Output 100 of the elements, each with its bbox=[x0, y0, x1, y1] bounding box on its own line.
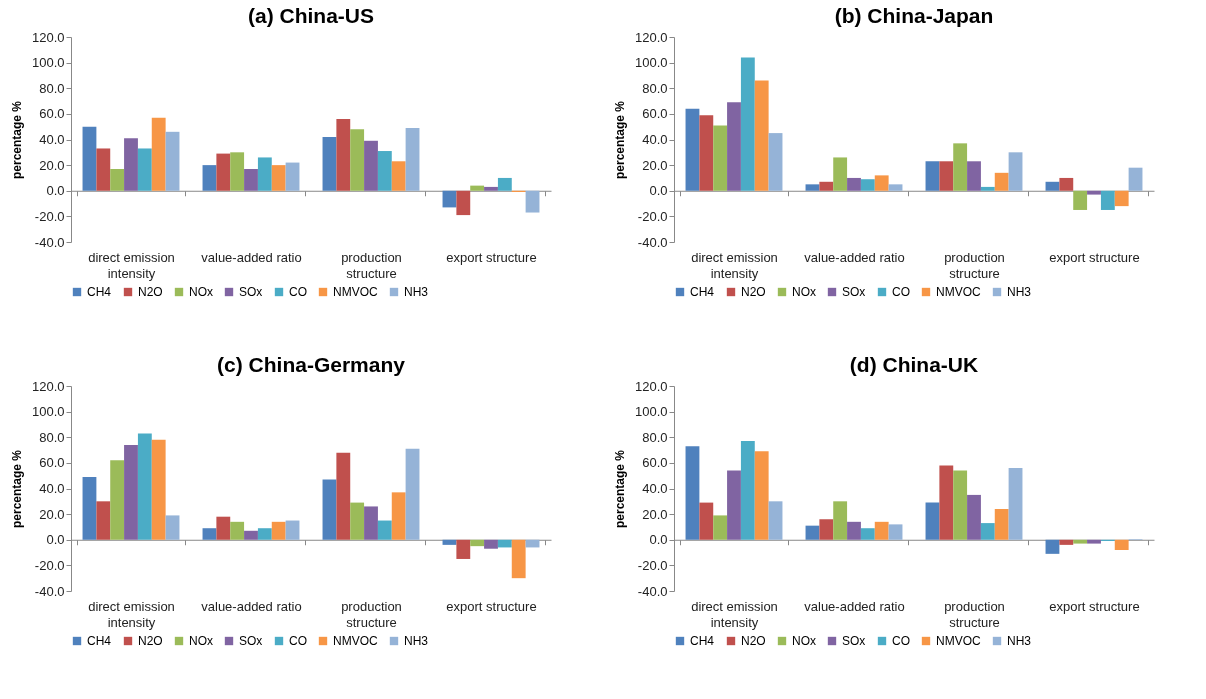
y-tick-label: -20.0 bbox=[637, 557, 668, 573]
bar bbox=[350, 502, 365, 540]
bar bbox=[124, 138, 138, 191]
bar bbox=[456, 539, 471, 559]
y-axis-title: percentage % bbox=[612, 100, 627, 180]
bar bbox=[994, 172, 1009, 191]
bar bbox=[699, 502, 714, 540]
bar bbox=[151, 439, 166, 540]
bar bbox=[110, 168, 125, 191]
bar bbox=[202, 528, 217, 540]
y-tick-label: 120.0 bbox=[634, 378, 668, 394]
bar bbox=[685, 446, 700, 540]
y-tick-label: -40.0 bbox=[637, 583, 668, 599]
bar bbox=[497, 177, 512, 191]
legend-label: NMVOC bbox=[333, 285, 378, 299]
bar bbox=[442, 539, 457, 545]
bar bbox=[754, 80, 769, 191]
x-tick-label: export structure bbox=[446, 598, 537, 614]
bar bbox=[442, 190, 457, 208]
bar bbox=[257, 157, 272, 191]
y-tick-label: 20.0 bbox=[39, 506, 65, 522]
bar bbox=[202, 165, 217, 191]
legend-label: CO bbox=[289, 285, 307, 299]
x-tick-label: production structure bbox=[944, 598, 1005, 630]
y-axis-title: percentage % bbox=[9, 449, 24, 529]
y-tick-label: 100.0 bbox=[31, 404, 65, 420]
bar bbox=[847, 521, 861, 540]
legend-label: SOx bbox=[842, 634, 866, 648]
bar bbox=[244, 168, 258, 191]
y-tick-label: -20.0 bbox=[34, 208, 65, 224]
bar bbox=[713, 515, 728, 540]
y-axis-title: percentage % bbox=[612, 449, 627, 529]
x-tick-label: direct emission intensity bbox=[88, 249, 175, 281]
legend-label: CH4 bbox=[690, 634, 715, 648]
bar bbox=[1087, 539, 1101, 544]
bar bbox=[805, 525, 820, 540]
bar bbox=[713, 125, 728, 191]
bar bbox=[405, 448, 420, 540]
legend-label: N2O bbox=[138, 634, 163, 648]
bar bbox=[1114, 190, 1129, 207]
y-tick-label: 100.0 bbox=[634, 404, 668, 420]
bar bbox=[285, 162, 300, 191]
chart-title: (a) China-US bbox=[248, 4, 374, 27]
bar bbox=[230, 521, 245, 540]
bar bbox=[1045, 539, 1060, 554]
bar bbox=[336, 452, 351, 540]
y-tick-label: -20.0 bbox=[34, 557, 65, 573]
bar bbox=[216, 516, 231, 540]
legend-label: CO bbox=[892, 285, 910, 299]
bar bbox=[364, 140, 378, 191]
bar bbox=[377, 520, 392, 540]
bar bbox=[525, 190, 540, 213]
bar bbox=[805, 184, 820, 191]
legend-label: NH3 bbox=[404, 634, 429, 648]
bar bbox=[82, 476, 97, 540]
x-tick-label: value-added ratio bbox=[804, 249, 905, 265]
bar bbox=[967, 494, 981, 540]
bar bbox=[768, 501, 783, 540]
bar bbox=[994, 509, 1009, 540]
x-tick-label: export structure bbox=[1049, 249, 1140, 265]
legend-label: NOx bbox=[792, 285, 816, 299]
chart-title: (d) China-UK bbox=[849, 353, 979, 376]
y-tick-label: 100.0 bbox=[31, 55, 65, 71]
x-tick-label: production structure bbox=[944, 249, 1005, 281]
bar bbox=[925, 161, 940, 191]
bar bbox=[1045, 181, 1060, 191]
bar bbox=[833, 501, 848, 540]
x-tick-label: production structure bbox=[341, 249, 402, 281]
legend-label: NOx bbox=[792, 634, 816, 648]
bar bbox=[391, 161, 406, 191]
bar bbox=[497, 539, 512, 548]
y-tick-label: 40.0 bbox=[39, 132, 65, 147]
bar bbox=[819, 519, 834, 540]
bar bbox=[754, 451, 769, 540]
bar bbox=[699, 115, 714, 191]
y-tick-label: 80.0 bbox=[642, 80, 668, 96]
bar bbox=[137, 433, 152, 540]
bar bbox=[819, 181, 834, 191]
bar bbox=[860, 528, 875, 540]
y-tick-label: 0.0 bbox=[46, 183, 65, 199]
bar bbox=[1073, 539, 1088, 544]
legend-label: SOx bbox=[239, 285, 263, 299]
bar bbox=[980, 523, 995, 540]
x-tick-label: direct emission intensity bbox=[691, 598, 778, 630]
bar bbox=[740, 57, 755, 191]
bar bbox=[336, 119, 351, 191]
bar bbox=[377, 151, 392, 191]
bar bbox=[405, 127, 420, 191]
bar bbox=[953, 143, 968, 191]
bar bbox=[165, 515, 180, 540]
bar bbox=[391, 492, 406, 540]
chart-title: (b) China-Japan bbox=[834, 4, 994, 27]
legend-label: CO bbox=[289, 634, 307, 648]
y-tick-label: 60.0 bbox=[642, 106, 668, 122]
bar bbox=[124, 444, 138, 540]
y-tick-label: 120.0 bbox=[31, 29, 65, 45]
bar bbox=[285, 520, 300, 540]
bar bbox=[1087, 190, 1101, 195]
y-tick-label: 80.0 bbox=[39, 80, 65, 96]
y-tick-label: 60.0 bbox=[642, 455, 668, 471]
